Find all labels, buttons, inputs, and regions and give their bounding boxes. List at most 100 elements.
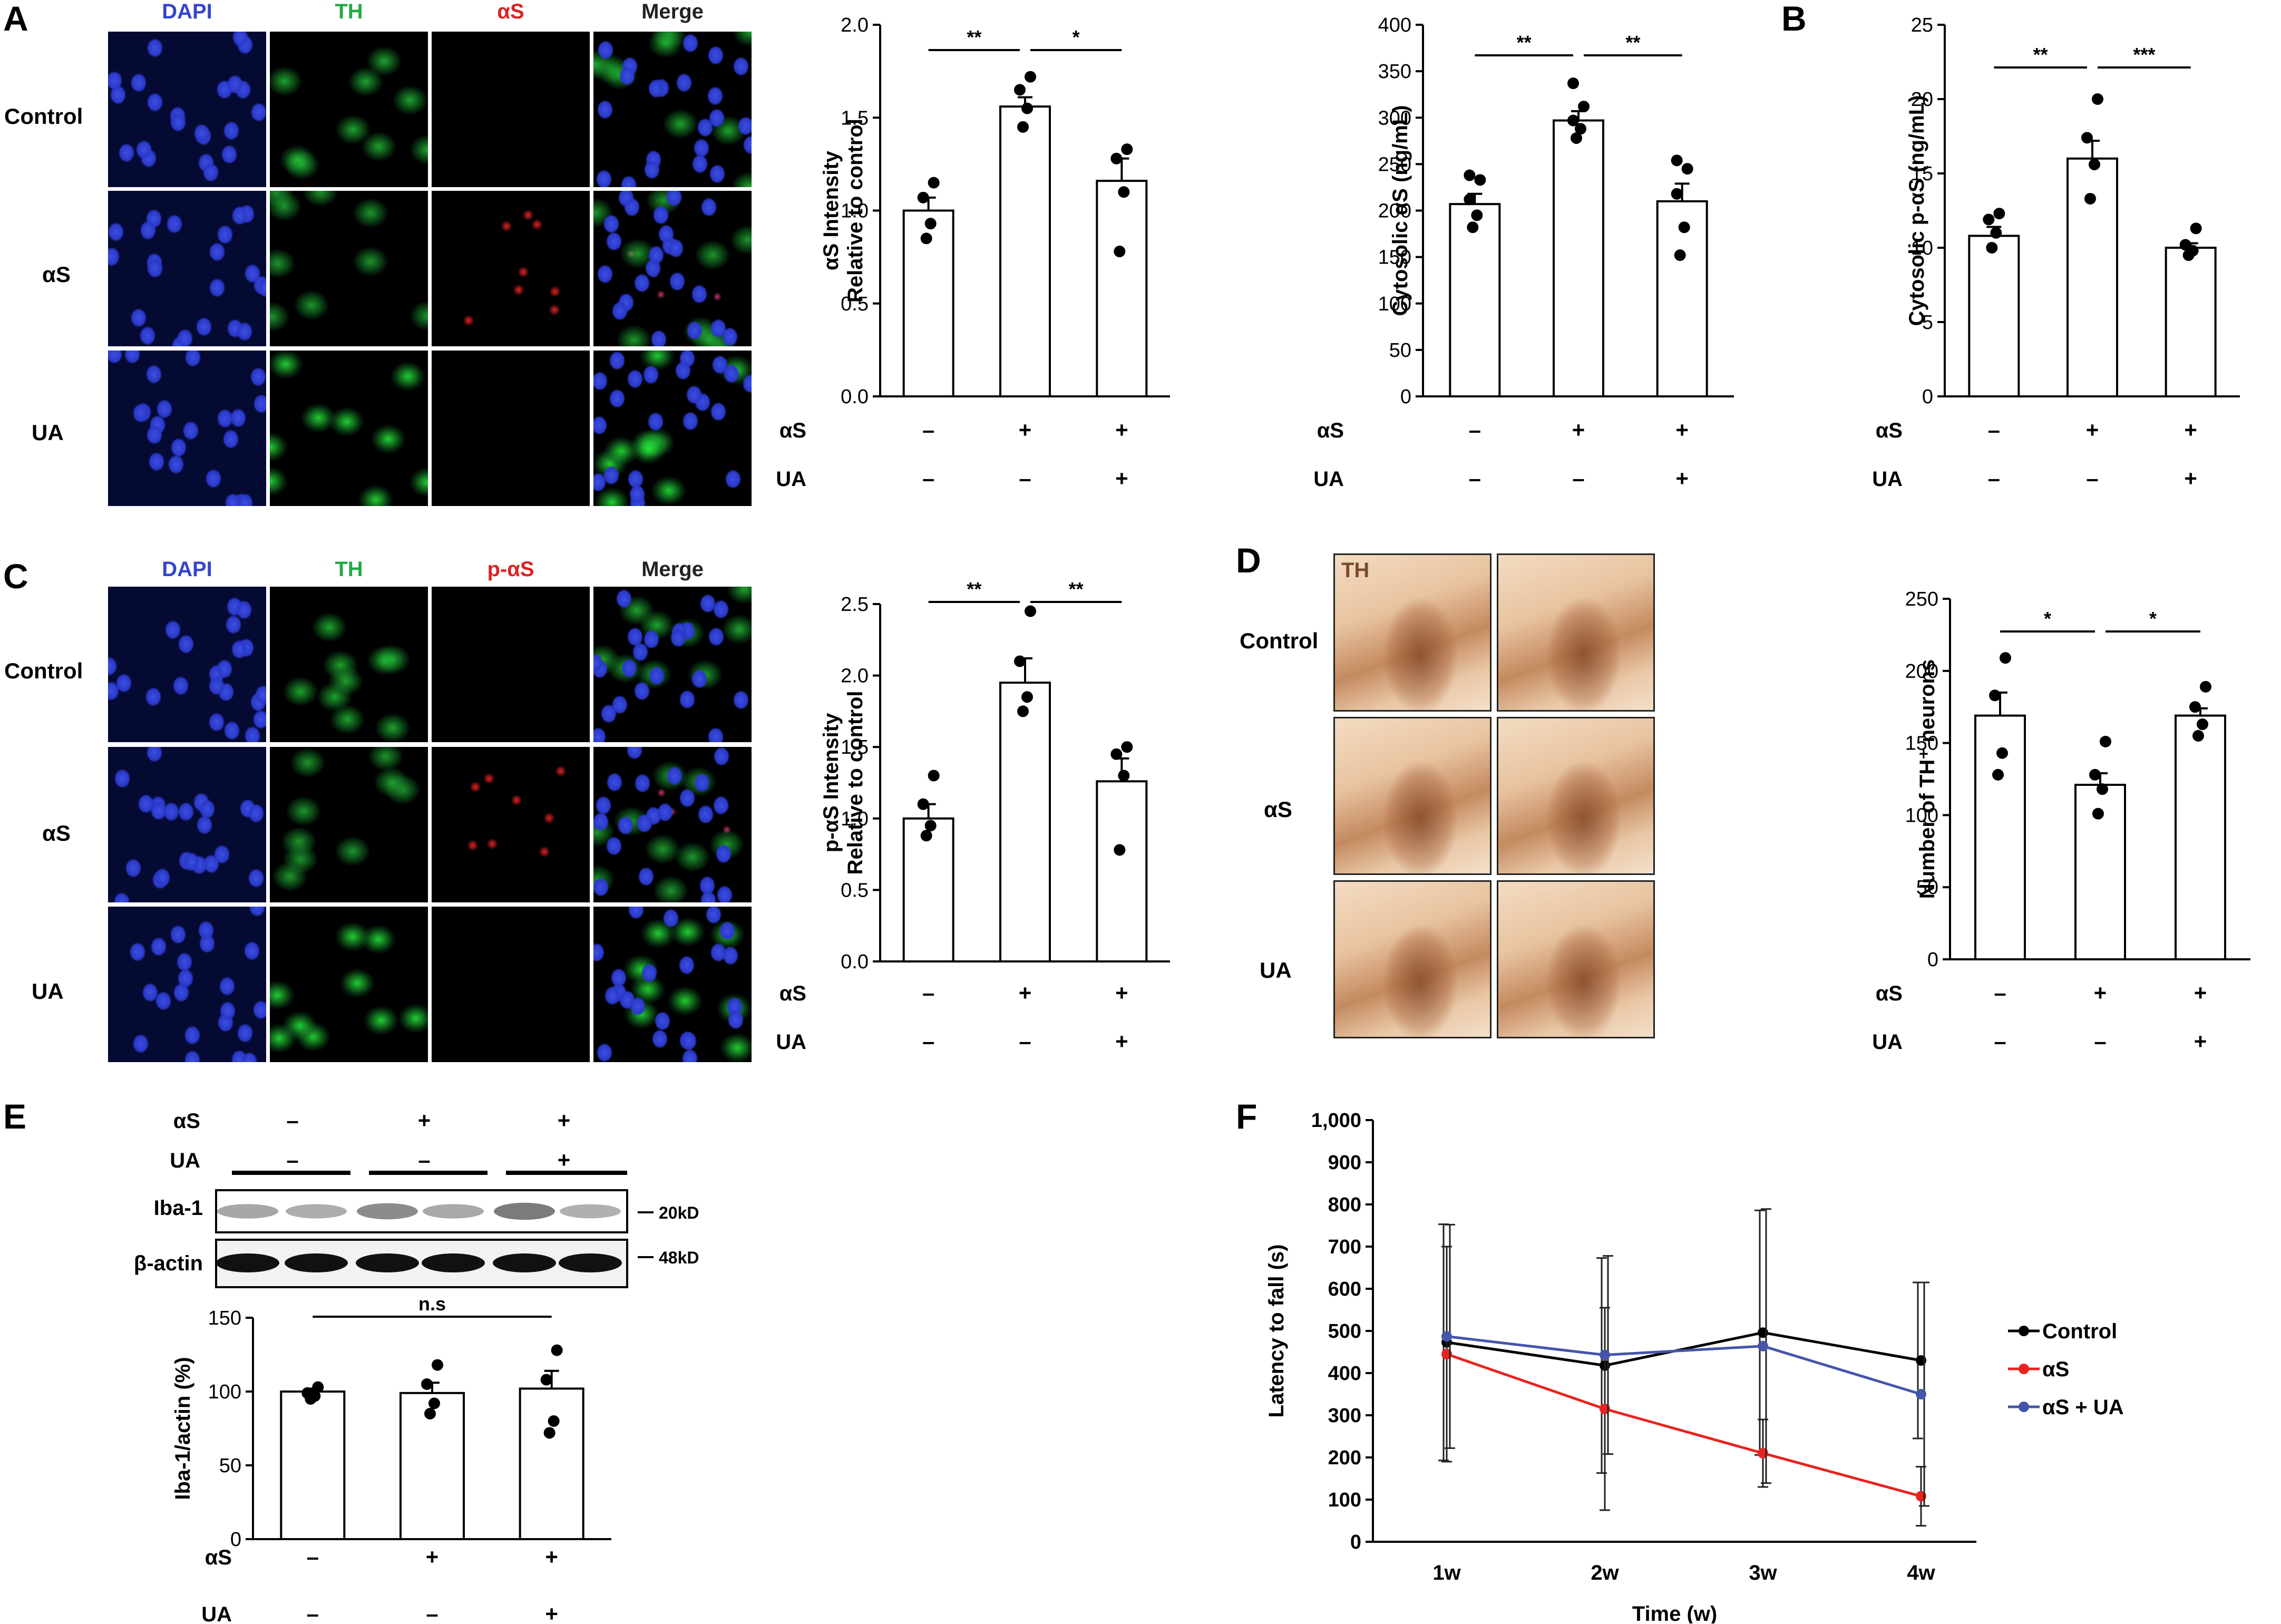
- treatment-sign: –: [307, 1544, 319, 1569]
- treatment-sign: +: [1019, 980, 1032, 1005]
- blot-sign: –: [418, 1148, 430, 1172]
- treatment-label: αS: [779, 982, 806, 1005]
- treatment-sign: +: [545, 1544, 558, 1569]
- blot-band-actin: [356, 1253, 419, 1272]
- treatment-label: UA: [776, 468, 806, 491]
- channel-label-merge: Merge: [641, 0, 704, 23]
- x-tick-label: 2w: [1591, 1561, 1619, 1584]
- significance-label: **: [1517, 32, 1532, 53]
- treatment-sign: +: [1675, 417, 1689, 442]
- panel-e-western-blot: αS – + + UA – – + Iba-1 β-actin 20kD 48k…: [0, 1096, 738, 1307]
- treatment-sign: +: [1572, 417, 1585, 442]
- y-axis-label: Iba-1/actin (%): [171, 1357, 194, 1500]
- treatment-sign: +: [426, 1544, 439, 1569]
- blot-band-actin: [285, 1253, 348, 1272]
- treatment-sign: –: [307, 1601, 319, 1623]
- blot-sign: –: [286, 1148, 298, 1172]
- y-tick-label: 100: [1378, 293, 1411, 315]
- y-tick-label: 1.0: [841, 200, 869, 222]
- treatment-label: αS: [1876, 419, 1903, 442]
- blot-sign: +: [418, 1108, 431, 1133]
- y-tick-label: 1.5: [841, 736, 869, 758]
- row-label-control: Control: [1240, 628, 1319, 653]
- data-point: [1575, 123, 1586, 135]
- micrograph-tile: [593, 907, 752, 1062]
- histology-tile: [1497, 880, 1655, 1038]
- treatment-label: αS: [205, 1546, 232, 1569]
- y-tick-label: 0: [1400, 386, 1411, 408]
- data-point: [920, 830, 932, 842]
- y-tick-label: 0: [1927, 949, 1938, 971]
- data-point: [551, 1344, 563, 1356]
- treatment-sign: –: [426, 1601, 438, 1623]
- x-tick-label: 4w: [1907, 1561, 1935, 1584]
- y-tick-label: 5: [1922, 312, 1933, 334]
- data-point: [917, 798, 929, 810]
- chart-cytosolic-as: 0 50 100 150 200 250 300 350 400 Cytosolic αS (ng…: [1313, 14, 1734, 491]
- data-point: [1471, 209, 1483, 221]
- channel-label-as: αS: [497, 0, 524, 23]
- data-point: [1467, 221, 1479, 234]
- data-point: [928, 177, 940, 189]
- panel-a-micrographs: DAPI TH αS Merge Control αS UA: [0, 0, 754, 517]
- data-point: [2200, 680, 2211, 693]
- chart-as-intensity: 0.0 0.5 1.0 1.5 2.0 αS Intensity Relative to c…: [776, 14, 1170, 491]
- legend-marker: [2019, 1402, 2029, 1412]
- y-tick-label: 500: [1328, 1320, 1361, 1343]
- data-point: [2097, 783, 2108, 795]
- bar: [902, 209, 954, 397]
- treatment-label: UA: [201, 1603, 232, 1623]
- data-point: [1681, 163, 1693, 175]
- data-point: [1992, 769, 2004, 781]
- row-label-as: αS: [1264, 797, 1292, 822]
- y-tick-label: 50: [1916, 877, 1938, 899]
- treatment-sign: +: [2184, 466, 2197, 491]
- data-point: [1118, 770, 1130, 782]
- micrograph-tile: [593, 191, 752, 346]
- treatment-sign: –: [1994, 1029, 2006, 1054]
- panel-c-micrographs: DAPI TH p-αS Merge Control αS UA: [0, 548, 754, 1062]
- treatment-sign: +: [1115, 1029, 1128, 1054]
- y-tick-label: 200: [1378, 200, 1411, 222]
- y-tick-label: 10: [1911, 237, 1933, 259]
- micrograph-tile: [270, 32, 428, 187]
- treatment-sign: –: [1469, 466, 1481, 491]
- treatment-sign: +: [1675, 466, 1689, 491]
- panel-label-e: E: [3, 1097, 27, 1136]
- data-point: [1464, 193, 1476, 206]
- blot-sign: +: [558, 1108, 571, 1133]
- marker-48kd: 48kD: [659, 1248, 699, 1267]
- y-tick-label: 400: [1378, 14, 1411, 36]
- histology-tile: [1497, 553, 1655, 712]
- data-point: [1674, 249, 1686, 261]
- series-line: [1446, 1353, 1922, 1498]
- blot-band-iba1: [286, 1204, 347, 1219]
- micrograph-tile: [108, 587, 266, 742]
- y-tick-label: 1.0: [841, 808, 869, 830]
- legend-label: αS + UA: [2042, 1396, 2124, 1419]
- legend-label: αS: [2042, 1358, 2069, 1381]
- significance-label: **: [1625, 32, 1640, 53]
- micrograph-tile: [270, 907, 428, 1062]
- bar: [902, 817, 954, 962]
- row-label-ua: UA: [32, 979, 64, 1004]
- bar: [2175, 714, 2226, 960]
- treatment-label: UA: [1872, 468, 1903, 491]
- treatment-label: αS: [1317, 419, 1344, 442]
- x-tick-label: 3w: [1749, 1561, 1777, 1584]
- micrograph-tile: [270, 191, 428, 346]
- data-point: [1014, 655, 1026, 667]
- data-point: [543, 1427, 555, 1439]
- row-label-ua: UA: [32, 420, 64, 445]
- channel-label-th: TH: [335, 558, 363, 581]
- data-point: [2197, 718, 2208, 731]
- data-point: [1021, 102, 1033, 114]
- y-axis-label: Number of TH⁺ neurons: [1916, 659, 1939, 899]
- legend-marker: [2019, 1364, 2029, 1374]
- data-point: [1014, 84, 1026, 96]
- row-label-control: Control: [4, 104, 83, 129]
- marker-20kd: 20kD: [659, 1203, 699, 1222]
- data-point: [924, 218, 937, 230]
- data-point: [432, 1359, 443, 1371]
